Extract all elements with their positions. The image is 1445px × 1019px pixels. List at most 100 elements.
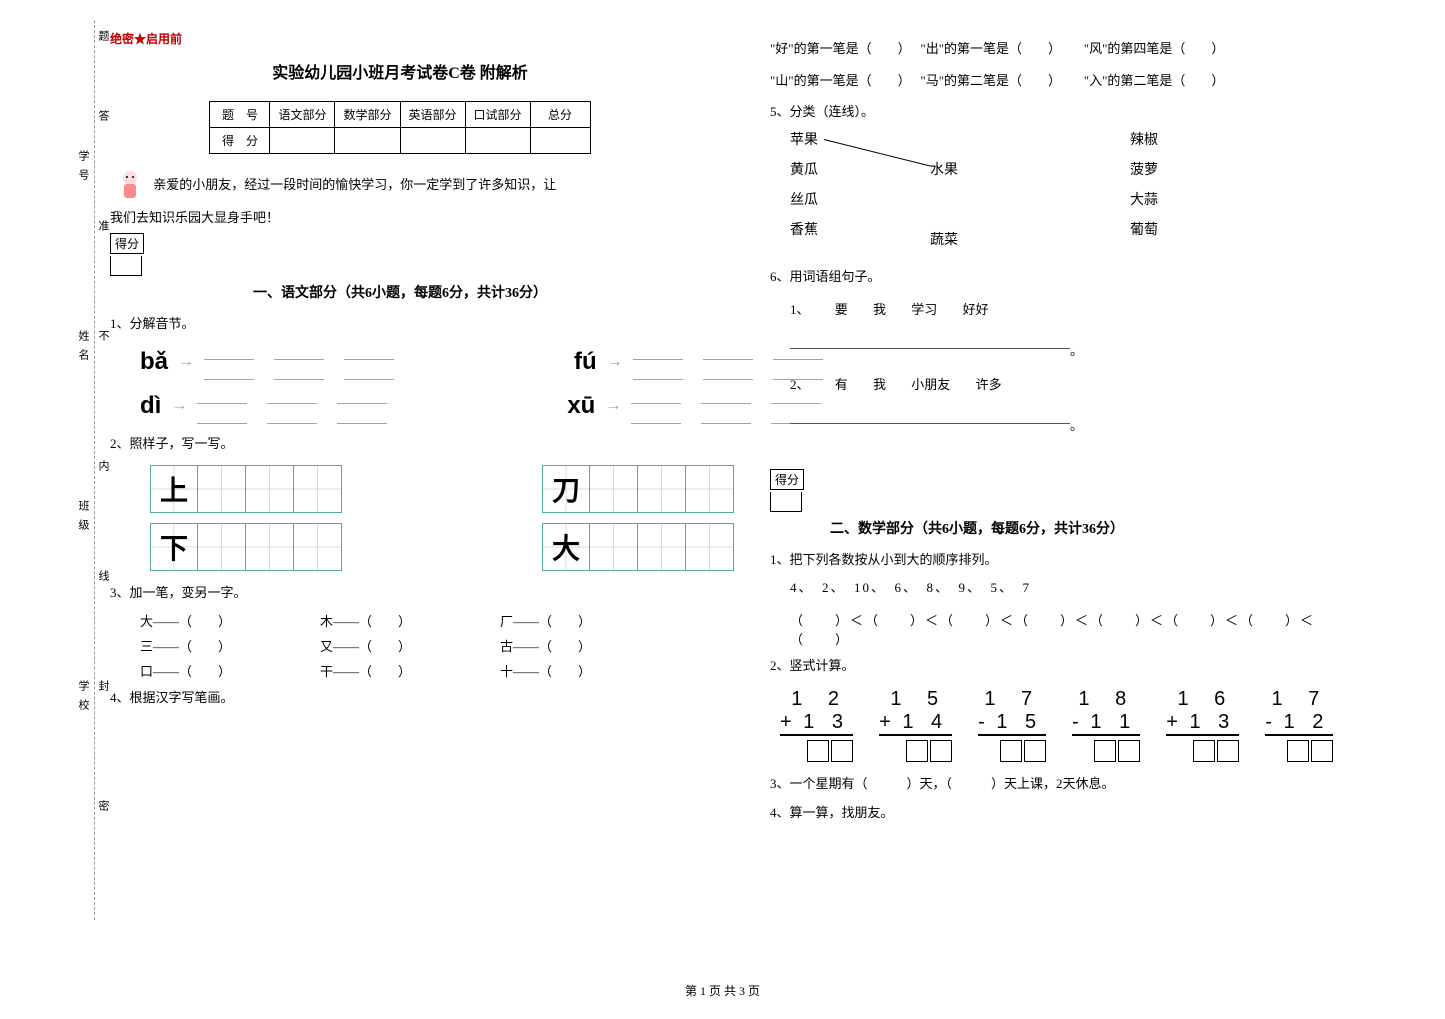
blank[interactable] (274, 344, 324, 360)
blank[interactable] (703, 344, 753, 360)
stroke-q[interactable]: 厂——（ ） (500, 611, 640, 630)
blank[interactable] (633, 364, 683, 380)
sq6[interactable]: "入"的第二笔是（ ） (1084, 73, 1225, 88)
s2q3-label[interactable]: 3、一个星期有（ ）天，（ ）天上课，2天休息。 (770, 772, 1350, 795)
stroke-q[interactable]: 十——（ ） (500, 661, 640, 680)
sq3[interactable]: "风"的第四笔是（ ） (1084, 41, 1225, 56)
blank[interactable] (631, 388, 681, 404)
connect-diagram[interactable]: 苹果 黄瓜 丝瓜 香蕉 水果 蔬菜 辣椒 菠萝 大蒜 葡萄 (790, 129, 1350, 259)
sq1[interactable]: "好"的第一笔是（ ） (770, 41, 904, 56)
calc-box[interactable] (1094, 740, 1116, 762)
calc-box[interactable] (1024, 740, 1046, 762)
score-input[interactable] (110, 256, 142, 276)
sentence-2: 2、 有 我 小朋友 许多 。 (790, 372, 1350, 439)
blank[interactable] (267, 408, 317, 424)
char-blank[interactable] (294, 523, 342, 571)
score-blank[interactable] (400, 128, 465, 154)
pinyin-ba: bǎ (140, 348, 168, 376)
calc-box[interactable] (1217, 740, 1239, 762)
score-blank[interactable] (465, 128, 530, 154)
sq2[interactable]: "出"的第一笔是（ ） (920, 41, 1054, 56)
blank[interactable] (701, 408, 751, 424)
arrow-icon: → (605, 397, 621, 415)
stroke-q[interactable]: 三——（ ） (140, 636, 280, 655)
calc-top: 1 5 (879, 688, 952, 711)
score-input[interactable] (770, 492, 802, 512)
char-blank[interactable] (590, 523, 638, 571)
margin-label-4: 学号 (75, 150, 91, 188)
calc-box[interactable] (930, 740, 952, 762)
stroke-q[interactable]: 又——（ ） (320, 636, 460, 655)
blank[interactable] (204, 344, 254, 360)
stroke-q[interactable]: 古——（ ） (500, 636, 640, 655)
stroke-q[interactable]: 大——（ ） (140, 611, 280, 630)
char-blank[interactable] (686, 465, 734, 513)
calc-2[interactable]: 1 5 + 1 4 (879, 688, 952, 762)
q6-label: 6、用词语组句子。 (770, 265, 1350, 288)
calc-bot: 1 3 (803, 711, 849, 733)
blank[interactable] (337, 408, 387, 424)
score-blank[interactable] (270, 128, 335, 154)
calc-3[interactable]: 1 7 - 1 5 (978, 688, 1046, 762)
calc-sign: + (879, 711, 891, 733)
blank[interactable] (344, 344, 394, 360)
margin-label-3: 姓名 (75, 330, 91, 368)
margin-dash-1: 密 (95, 800, 111, 811)
blank[interactable] (703, 364, 753, 380)
calc-box[interactable] (1000, 740, 1022, 762)
pinyin-item: dì → (140, 388, 387, 424)
char-blank[interactable] (246, 465, 294, 513)
arrow-icon: → (171, 397, 187, 415)
blank[interactable] (197, 388, 247, 404)
score-h6: 总分 (530, 102, 590, 128)
char-blank[interactable] (198, 465, 246, 513)
calc-box[interactable] (1311, 740, 1333, 762)
blank[interactable] (197, 408, 247, 424)
blank[interactable] (274, 364, 324, 380)
sort-blanks[interactable]: （ ）＜（ ）＜（ ）＜（ ）＜（ ）＜（ ）＜（ ）＜（ ） (790, 610, 1350, 648)
q3-label: 3、加一笔，变另一字。 (110, 581, 690, 604)
s2q2-label: 2、竖式计算。 (770, 654, 1350, 677)
char-blank[interactable] (638, 465, 686, 513)
answer-line[interactable] (790, 404, 1070, 424)
stroke-q[interactable]: 干——（ ） (320, 661, 460, 680)
char-blank[interactable] (638, 523, 686, 571)
calc-box[interactable] (807, 740, 829, 762)
char-blank[interactable] (198, 523, 246, 571)
calc-5[interactable]: 1 6 + 1 3 (1166, 688, 1239, 762)
sq5[interactable]: "马"的第二笔是（ ） (920, 73, 1054, 88)
calc-box[interactable] (1118, 740, 1140, 762)
score-blank[interactable] (335, 128, 400, 154)
calc-4[interactable]: 1 8 - 1 1 (1072, 688, 1140, 762)
exam-title: 实验幼儿园小班月考试卷C卷 附解析 (110, 59, 690, 83)
char-blank[interactable] (590, 465, 638, 513)
char-blank[interactable] (686, 523, 734, 571)
char-blank[interactable] (246, 523, 294, 571)
blank[interactable] (267, 388, 317, 404)
blank[interactable] (344, 364, 394, 380)
stroke-q[interactable]: 木——（ ） (320, 611, 460, 630)
calc-box[interactable] (906, 740, 928, 762)
calc-box[interactable] (1193, 740, 1215, 762)
arrow-icon: → (607, 353, 623, 371)
calc-box[interactable] (831, 740, 853, 762)
c-mid-1: 水果 (930, 159, 958, 179)
calc-box[interactable] (1287, 740, 1309, 762)
calc-top: 1 7 (1265, 688, 1333, 711)
section2-title: 二、数学部分（共6小题，每题6分，共计36分） (770, 518, 1350, 538)
char-blank[interactable] (294, 465, 342, 513)
calc-sign: - (1072, 711, 1079, 733)
answer-line[interactable] (790, 329, 1070, 349)
blank[interactable] (631, 408, 681, 424)
blank[interactable] (204, 364, 254, 380)
score-blank[interactable] (530, 128, 590, 154)
margin-label-1: 学校 (75, 680, 91, 718)
calc-1[interactable]: 1 2 + 1 3 (780, 688, 853, 762)
blank[interactable] (337, 388, 387, 404)
margin-dash-2: 封 (95, 680, 111, 691)
calc-6[interactable]: 1 7 - 1 2 (1265, 688, 1333, 762)
stroke-q[interactable]: 口——（ ） (140, 661, 280, 680)
sq4[interactable]: "山"的第一笔是（ ） (770, 73, 904, 88)
blank[interactable] (633, 344, 683, 360)
blank[interactable] (701, 388, 751, 404)
